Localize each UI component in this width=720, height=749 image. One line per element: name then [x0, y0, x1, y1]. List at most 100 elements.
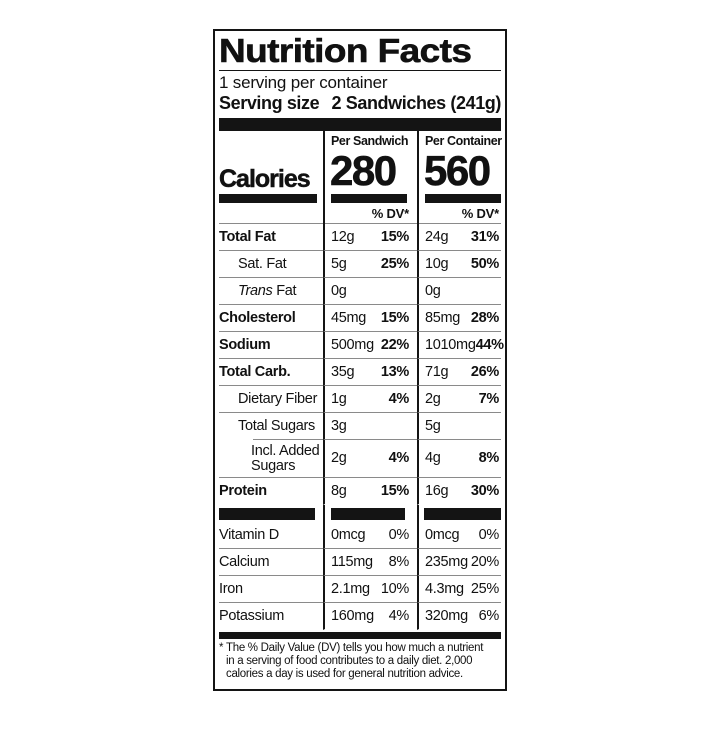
daily-value: 4% [388, 390, 410, 407]
value-cell: 85mg 28% [417, 305, 501, 332]
nutrient-name: Sodium [219, 336, 271, 353]
value-cell: 4.3mg 25% [417, 576, 501, 603]
value-cell: 4g 8% [417, 440, 501, 478]
calories-cell: Calories [219, 131, 323, 224]
footnote-line: in a serving of food contributes to a da… [226, 655, 473, 667]
amount: 10g [425, 255, 449, 272]
nutrient-name-cell: Iron [219, 576, 323, 603]
nutrient-name-cell: Protein [219, 478, 323, 505]
nutrient-name: Cholesterol [219, 309, 296, 326]
amount: 5g [425, 417, 441, 434]
nutrient-name-cell: Total Carb. [219, 359, 323, 386]
footnote: * The % Daily Value (DV) tells you how m… [219, 642, 501, 681]
value-cell: 24g 31% [417, 224, 501, 251]
value-cell: 71g 26% [417, 359, 501, 386]
value-cell: 12g 15% [323, 224, 417, 251]
section-bar-cell [323, 505, 417, 522]
amount: 12g [331, 228, 355, 245]
daily-value: 6% [478, 607, 500, 624]
section-bar [424, 507, 501, 520]
value-cell: 320mg 6% [417, 603, 501, 630]
nutrient-name-cell: Total Sugars [219, 413, 323, 440]
nutrient-name-cell: Sat. Fat [219, 251, 323, 278]
per-container-underline-bar [425, 194, 501, 203]
nutrition-facts-title: Nutrition Facts [219, 32, 473, 69]
amount: 2g [425, 390, 441, 407]
calories-per-container: 560 [424, 147, 492, 194]
calories-label: Calories [219, 165, 311, 193]
daily-value: 4% [388, 607, 410, 624]
value-cell: 2g 7% [417, 386, 501, 413]
nutrient-name-cell: Vitamin D [219, 522, 323, 549]
value-cell: 3g [323, 413, 417, 440]
amount: 115mg [331, 553, 373, 570]
header-divider-bar [219, 118, 501, 131]
value-cell: 2g 4% [323, 440, 417, 478]
daily-value: 0% [388, 526, 410, 543]
daily-value: 25% [470, 580, 499, 597]
nutrient-name-cell: Sodium [219, 332, 323, 359]
amount: 85mg [425, 309, 461, 326]
daily-value: 22% [380, 336, 409, 353]
daily-value: 10% [380, 580, 409, 597]
amount: 0mcg [425, 526, 460, 543]
daily-value: 20% [470, 553, 499, 570]
value-cell: 1010mg 44% [417, 332, 504, 359]
daily-value: 26% [470, 363, 499, 380]
value-cell: 16g 30% [417, 478, 501, 505]
nutrient-name-cell: Dietary Fiber [219, 386, 323, 413]
amount: 0g [425, 282, 441, 299]
per-container-header: Per Container [425, 134, 502, 148]
value-cell: 0mcg 0% [417, 522, 501, 549]
daily-value: 31% [470, 228, 499, 245]
daily-value: 30% [470, 482, 499, 499]
daily-value: 4% [388, 450, 410, 466]
value-cell: 5g 25% [323, 251, 417, 278]
facts-grid: Calories Per Sandwich 280 % DV* Per Cont… [219, 131, 504, 630]
daily-value: 28% [470, 309, 499, 326]
value-cell: 235mg 20% [417, 549, 501, 576]
value-cell: 45mg 15% [323, 305, 417, 332]
daily-value: 44% [475, 336, 504, 353]
serving-size-value: 2 Sandwiches (241g) [331, 93, 502, 113]
nutrient-name-cell: Total Fat [219, 224, 323, 251]
value-cell: 0g [323, 278, 417, 305]
nutrient-name: Iron [219, 580, 243, 597]
amount: 71g [425, 363, 449, 380]
amount: 1010mg [425, 336, 476, 353]
value-cell: 0mcg 0% [323, 522, 417, 549]
daily-value: 15% [380, 309, 409, 326]
nutrient-name: Sat. Fat [238, 255, 287, 272]
value-cell: 0g [417, 278, 501, 305]
amount: 3g [331, 417, 347, 434]
amount: 8g [331, 482, 347, 499]
dv-header-spacer [219, 203, 323, 224]
amount: 5g [331, 255, 347, 272]
nutrient-name: Vitamin D [219, 526, 279, 543]
amount: 0mcg [331, 526, 366, 543]
daily-value: 50% [470, 255, 499, 272]
value-cell: 5g [417, 413, 501, 440]
amount: 320mg [425, 607, 468, 624]
percent-dv-header-container: % DV* [419, 203, 501, 224]
amount: 235mg [425, 553, 468, 570]
amount: 500mg [331, 336, 374, 353]
per-container-cell: Per Container 560 % DV* [417, 131, 502, 224]
daily-value: 7% [478, 390, 500, 407]
value-cell: 2.1mg 10% [323, 576, 417, 603]
amount: 4.3mg [425, 580, 464, 597]
per-sandwich-header: Per Sandwich [331, 134, 409, 148]
nutrient-name: Total Carb. [219, 363, 291, 380]
footnote-asterisk: * [219, 642, 224, 654]
section-bar-cell [219, 505, 323, 522]
value-cell: 35g 13% [323, 359, 417, 386]
amount: 160mg [331, 607, 374, 624]
daily-value: 0% [478, 526, 500, 543]
amount: 35g [331, 363, 355, 380]
nutrition-facts-label: Nutrition Facts 1 serving per container … [213, 29, 507, 691]
nutrient-name: Potassium [219, 607, 284, 624]
nutrient-name-cell: Incl. Added Sugars [219, 440, 323, 478]
amount: 16g [425, 482, 449, 499]
daily-value: 13% [380, 363, 409, 380]
amount: 0g [331, 282, 347, 299]
